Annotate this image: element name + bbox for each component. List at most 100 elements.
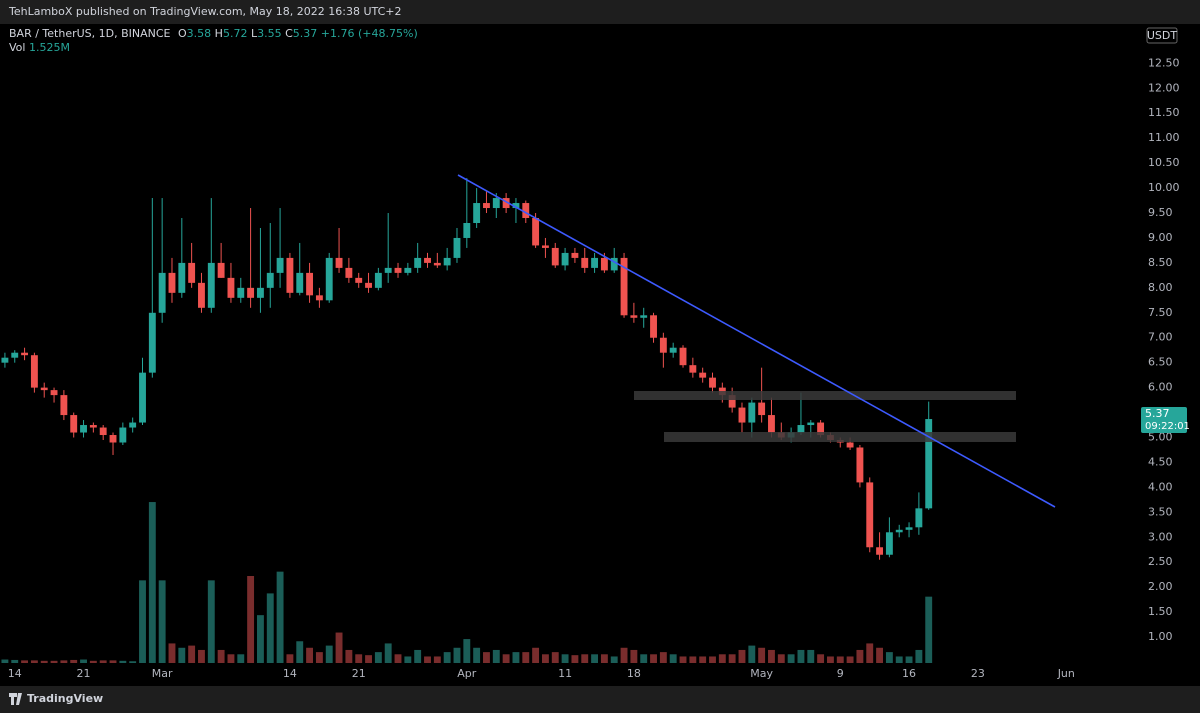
volume-bar — [30, 660, 38, 663]
candle-body — [384, 267, 392, 273]
y-tick-label: 8.00 — [1148, 281, 1173, 294]
volume-bar — [315, 652, 323, 663]
volume-bar — [11, 659, 19, 663]
candle-body — [404, 267, 412, 273]
y-tick-label: 3.00 — [1148, 530, 1173, 543]
y-tick-label: 12.50 — [1148, 56, 1180, 69]
x-tick-label: 18 — [627, 667, 641, 680]
volume-bar — [581, 654, 589, 663]
candle-body — [99, 427, 107, 436]
volume-bar — [925, 596, 933, 663]
volume-bar — [669, 654, 677, 663]
support-zone — [664, 432, 1016, 442]
candle-body — [443, 257, 451, 266]
y-tick-label: 4.00 — [1148, 480, 1173, 493]
low-value: 3.55 — [257, 27, 282, 40]
volume-bar — [325, 645, 333, 663]
y-tick-label: 8.50 — [1148, 256, 1173, 269]
candle-body — [807, 422, 815, 426]
candle-body — [89, 425, 97, 428]
volume-bar — [404, 656, 412, 663]
candle-body — [355, 277, 363, 283]
candle-body — [846, 442, 854, 448]
y-tick-label: 11.50 — [1148, 106, 1180, 119]
volume-bar — [247, 576, 255, 663]
volume-bar — [1, 659, 9, 663]
y-tick-label: 1.00 — [1148, 630, 1173, 643]
candle-body — [640, 315, 648, 318]
footer-bar — [0, 686, 1200, 713]
volume-bar — [541, 654, 549, 663]
candle-body — [895, 529, 903, 533]
candle-body — [856, 447, 864, 483]
x-tick-label: May — [750, 667, 773, 680]
volume-bar — [227, 654, 235, 663]
candle-body — [541, 245, 549, 248]
volume-bar — [709, 656, 716, 663]
candle-body — [532, 218, 540, 246]
volume-bar — [866, 643, 874, 663]
volume-bar — [217, 649, 225, 663]
close-value: 5.37 — [293, 27, 318, 40]
candle-body — [11, 352, 19, 358]
volume-bar — [699, 656, 707, 663]
volume-bar — [443, 652, 451, 663]
publisher: TehLamboX published on TradingView.com, … — [8, 5, 402, 18]
volume-bar — [139, 580, 146, 663]
candle-body — [630, 315, 638, 318]
y-tick-label: 6.00 — [1148, 381, 1173, 394]
volume-bar — [40, 660, 48, 663]
candle-body — [40, 387, 48, 391]
candle-body — [286, 257, 294, 293]
candle-body — [276, 257, 284, 273]
volume-legend: Vol 1.525M — [9, 41, 70, 54]
volume-bar — [532, 647, 540, 663]
candle-body — [709, 377, 716, 388]
candle-body — [266, 272, 274, 288]
volume-bar — [129, 661, 137, 663]
candle-body — [679, 347, 687, 366]
candle-body — [296, 272, 304, 293]
volume-bar — [630, 649, 638, 663]
volume-bar — [178, 647, 186, 663]
volume-bar — [50, 660, 58, 663]
volume-bar — [109, 660, 117, 663]
volume-bar — [433, 656, 441, 663]
candle-body — [30, 355, 38, 388]
candle-body — [207, 262, 215, 308]
candle-body — [335, 257, 343, 268]
open-value: 3.58 — [187, 27, 212, 40]
footer-logo — [9, 693, 22, 705]
volume-bar — [571, 655, 579, 663]
candle-body — [689, 365, 697, 373]
vol-label: Vol — [9, 41, 25, 54]
candle-body — [620, 257, 628, 316]
volume-bar — [21, 660, 29, 663]
volume-bar — [296, 641, 304, 663]
candle-body — [669, 347, 677, 353]
volume-bar — [600, 654, 608, 663]
volume-bar — [158, 580, 166, 663]
vol-value: 1.525M — [29, 41, 70, 54]
volume-bar — [768, 649, 775, 663]
y-tick-label: 6.50 — [1148, 356, 1173, 369]
volume-bar — [738, 649, 746, 663]
candle-body — [394, 267, 402, 273]
x-tick-label: 21 — [352, 667, 366, 680]
volume-bar — [807, 649, 815, 663]
candle-body — [797, 425, 805, 433]
currency: USDT — [1147, 29, 1178, 42]
y-tick-label: 2.50 — [1148, 555, 1173, 568]
candle-body — [139, 372, 146, 423]
volume-bar — [473, 647, 481, 663]
candle-body — [915, 508, 923, 528]
candle-body — [188, 262, 196, 283]
volume-bar — [905, 656, 913, 663]
plot-area: 1.001.502.002.503.003.504.004.505.005.50… — [1, 56, 1180, 680]
candle-body — [581, 257, 589, 268]
candle-body — [817, 422, 825, 436]
volume-bar — [355, 654, 363, 663]
last-price: 5.37 — [1145, 407, 1170, 420]
candle-body — [473, 203, 481, 223]
